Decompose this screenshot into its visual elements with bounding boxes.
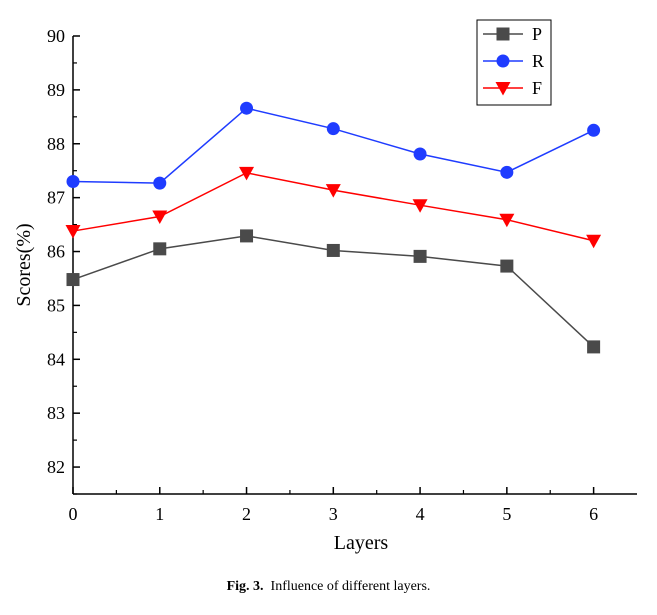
- y-tick-label: 82: [47, 457, 65, 477]
- legend-marker: [495, 82, 511, 96]
- y-tick-label: 86: [47, 242, 65, 262]
- data-point-F: [152, 210, 168, 225]
- data-point-F: [412, 199, 428, 213]
- data-point-P: [500, 259, 514, 273]
- data-point-R: [66, 174, 80, 188]
- legend-label: P: [532, 24, 542, 44]
- data-point-F: [239, 166, 255, 181]
- legend-marker: [496, 27, 510, 41]
- x-tick-label: 1: [155, 504, 164, 524]
- data-point-P: [153, 242, 167, 256]
- y-tick-label: 88: [47, 134, 65, 154]
- series-layer: [65, 101, 602, 354]
- series-F: [65, 166, 602, 249]
- data-point-R: [240, 101, 254, 115]
- y-tick-label: 89: [47, 80, 65, 100]
- y-tick-label: 84: [47, 349, 65, 369]
- data-point-P: [326, 243, 340, 257]
- series-line-R: [72, 107, 594, 184]
- data-point-P: [66, 273, 80, 287]
- data-point-R: [153, 176, 167, 190]
- x-tick-label: 4: [416, 504, 425, 524]
- figure-caption: Fig. 3. Influence of different layers.: [0, 579, 657, 595]
- data-point-R: [413, 147, 427, 161]
- data-point-F: [499, 213, 515, 228]
- series-P: [66, 229, 601, 354]
- legend-entry-F: F: [483, 78, 542, 98]
- data-point-P: [413, 249, 427, 263]
- y-tick-label: 90: [47, 26, 65, 46]
- legend-entry-R: R: [483, 51, 544, 71]
- x-tick-label: 2: [242, 504, 251, 524]
- legend-entry-P: P: [483, 24, 542, 44]
- legend-label: F: [532, 78, 542, 98]
- data-point-P: [587, 340, 601, 354]
- x-tick-label: 3: [329, 504, 338, 524]
- data-point-R: [326, 122, 340, 136]
- data-point-F: [325, 184, 341, 198]
- data-point-F: [586, 234, 602, 249]
- tick-labels: 82 83 84 85 86 87 88 89 90 0 1 2 3 4 5 6: [47, 26, 598, 524]
- legend: PRF: [476, 19, 552, 106]
- y-tick-label: 85: [47, 295, 65, 315]
- x-tick-label: 0: [69, 504, 78, 524]
- legend-label: R: [532, 51, 544, 71]
- x-axis-title: Layers: [334, 532, 389, 554]
- y-tick-label: 87: [47, 188, 65, 208]
- caption-label: Fig. 3.: [226, 579, 264, 594]
- y-axis-title: Scores(%): [13, 223, 35, 306]
- data-point-R: [500, 165, 514, 179]
- x-tick-label: 5: [502, 504, 511, 524]
- x-tick-label: 6: [589, 504, 598, 524]
- data-point-F: [65, 225, 81, 239]
- legend-marker: [496, 54, 510, 68]
- series-R: [66, 101, 601, 190]
- y-tick-label: 83: [47, 403, 65, 423]
- line-chart: 82 83 84 85 86 87 88 89 90 0 1 2 3 4 5 6 Layers Scores(…: [13, 19, 637, 554]
- caption-text: Influence of different layers.: [270, 579, 431, 594]
- data-point-R: [587, 123, 601, 137]
- data-point-P: [240, 229, 254, 243]
